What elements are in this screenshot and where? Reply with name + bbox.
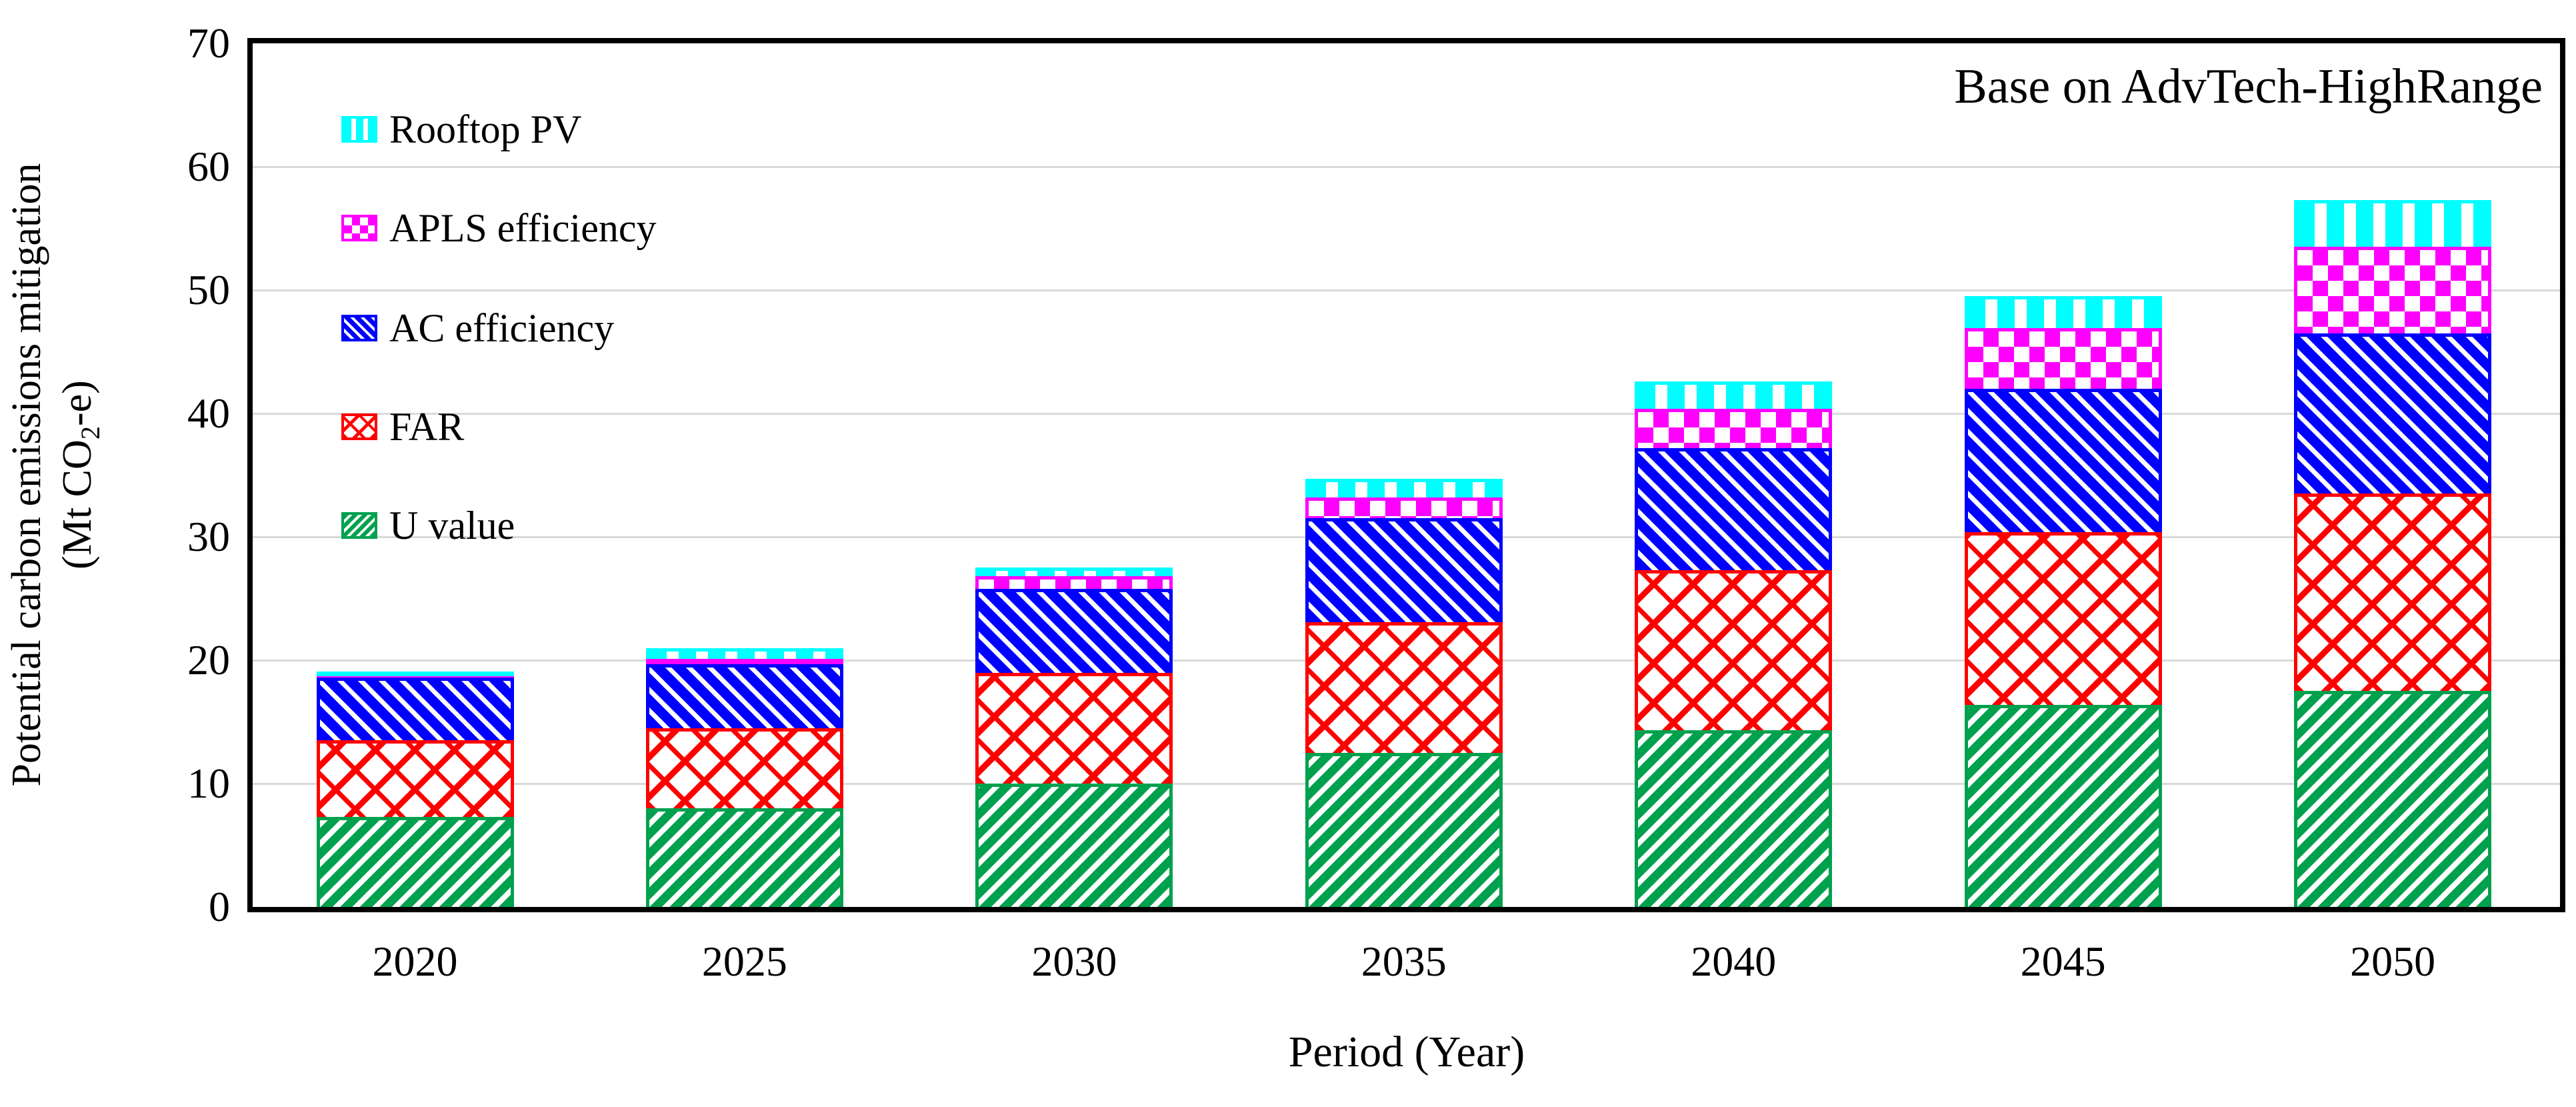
bar-segment-ac-efficiency-2020: [316, 677, 514, 741]
ac-efficiency-swatch-icon: [341, 315, 377, 341]
u-value-swatch-icon: [341, 512, 377, 539]
bar-segment-far-2035: [1305, 622, 1503, 753]
bar-segment-rooftop-pv-2045: [1964, 296, 2162, 329]
apls-efficiency-swatch-icon: [341, 215, 377, 241]
bar-segment-rooftop-pv-2020: [316, 671, 514, 677]
legend-label: Rooftop PV: [389, 107, 582, 151]
x-axis-title: Period (Year): [1288, 1028, 1525, 1076]
y-tick-label-20: 20: [187, 636, 230, 684]
bar-segment-ac-efficiency-2050: [2294, 333, 2492, 494]
bar-segment-far-2040: [1635, 570, 1833, 731]
gridline-y-40: [253, 413, 2560, 415]
legend-item-rooftop-pv: Rooftop PV: [341, 101, 581, 157]
bar-segment-ac-efficiency-2025: [645, 664, 843, 728]
y-tick-label-40: 40: [187, 389, 230, 437]
legend-label: APLS efficiency: [389, 205, 657, 250]
gridline-y-60: [253, 166, 2560, 168]
bar-segment-far-2050: [2294, 493, 2492, 692]
annotation-scenario: Base on AdvTech-HighRange: [1954, 59, 2543, 114]
bar-segment-apls-efficiency-2020: [316, 676, 514, 678]
x-tick-label-2020: 2020: [372, 938, 458, 985]
bar-segment-apls-efficiency-2035: [1305, 497, 1503, 519]
legend-item-u-value: U value: [341, 497, 515, 554]
bar-segment-apls-efficiency-2040: [1635, 408, 1833, 448]
x-tick-label-2035: 2035: [1361, 938, 1447, 985]
rooftop-pv-swatch-icon: [341, 116, 377, 143]
bar-segment-far-2030: [975, 672, 1173, 784]
legend-item-ac-efficiency: AC efficiency: [341, 300, 614, 356]
bar-segment-u-value-2045: [1964, 704, 2162, 907]
bar-segment-u-value-2030: [975, 784, 1173, 907]
bar-segment-rooftop-pv-2035: [1305, 479, 1503, 497]
bar-segment-u-value-2025: [645, 808, 843, 907]
bar-segment-far-2045: [1964, 531, 2162, 705]
bar-segment-u-value-2020: [316, 816, 514, 907]
gridline-y-50: [253, 289, 2560, 291]
bar-segment-rooftop-pv-2050: [2294, 199, 2492, 247]
x-tick-label-2045: 2045: [2020, 938, 2106, 985]
bar-segment-ac-efficiency-2030: [975, 588, 1173, 673]
bar-segment-far-2020: [316, 740, 514, 817]
y-tick-label-70: 70: [187, 19, 230, 67]
y-tick-label-10: 10: [187, 760, 230, 807]
bar-segment-u-value-2035: [1305, 752, 1503, 907]
y-tick-label-60: 60: [187, 143, 230, 190]
bar-segment-rooftop-pv-2030: [975, 568, 1173, 577]
bar-segment-ac-efficiency-2040: [1635, 447, 1833, 570]
x-tick-label-2030: 2030: [1031, 938, 1117, 985]
x-tick-label-2040: 2040: [1691, 938, 1777, 985]
y-tick-label-30: 30: [187, 513, 230, 560]
y-axis-title: Potential carbon emissions mitigation (M…: [1, 163, 116, 786]
legend-item-apls-efficiency: APLS efficiency: [341, 200, 656, 256]
bar-segment-apls-efficiency-2025: [645, 659, 843, 664]
bar-segment-rooftop-pv-2040: [1635, 381, 1833, 409]
y-tick-label-50: 50: [187, 266, 230, 313]
legend-label: U value: [389, 503, 515, 547]
bar-segment-u-value-2050: [2294, 691, 2492, 907]
x-tick-label-2050: 2050: [2350, 938, 2436, 985]
bar-segment-u-value-2040: [1635, 730, 1833, 907]
bar-segment-apls-efficiency-2045: [1964, 328, 2162, 389]
y-axis-title-line1: Potential carbon emissions mitigation: [3, 163, 49, 787]
bar-segment-ac-efficiency-2045: [1964, 389, 2162, 532]
legend-label: AC efficiency: [389, 305, 615, 350]
y-tick-label-0: 0: [209, 883, 230, 930]
bar-segment-ac-efficiency-2035: [1305, 518, 1503, 622]
x-tick-label-2025: 2025: [701, 938, 787, 985]
bar-segment-apls-efficiency-2030: [975, 576, 1173, 589]
y-axis-title-line2: (Mt CO2-e): [54, 380, 106, 570]
legend-label: FAR: [389, 404, 465, 449]
far-swatch-icon: [341, 413, 377, 440]
legend-item-far: FAR: [341, 399, 464, 455]
bar-segment-far-2025: [645, 728, 843, 808]
bar-segment-apls-efficiency-2050: [2294, 247, 2492, 333]
bar-segment-rooftop-pv-2025: [645, 648, 843, 660]
plot-area: [247, 38, 2565, 912]
